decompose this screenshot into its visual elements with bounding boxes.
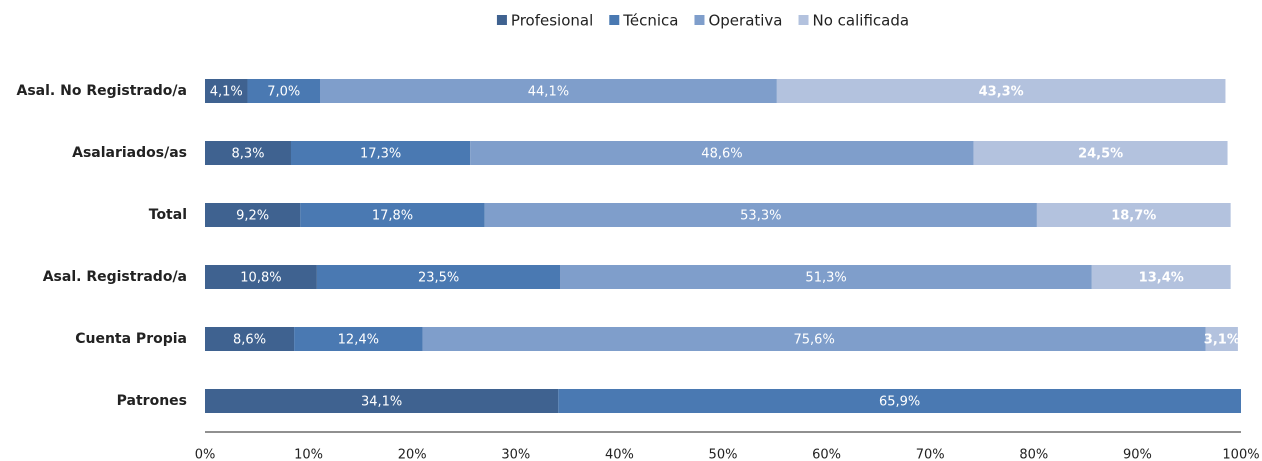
data-label: 24,5%: [1078, 147, 1123, 162]
bar-segment: [470, 141, 974, 165]
y-tick-label: Asal. No Registrado/a: [17, 83, 188, 99]
bar-segment: [316, 265, 561, 289]
bar-segment: [776, 79, 1226, 103]
data-label: 44,1%: [528, 85, 569, 100]
data-label: 12,4%: [338, 333, 379, 348]
data-label: 4,1%: [210, 85, 243, 100]
y-tick-label: Asalariados/as: [72, 145, 187, 161]
legend-label: Profesional: [511, 12, 593, 30]
x-tick-label: 100%: [1222, 448, 1259, 461]
bar-segment: [205, 203, 301, 227]
data-label: 43,3%: [979, 85, 1024, 100]
x-tick-label: 60%: [812, 448, 841, 461]
data-label: 8,6%: [233, 333, 266, 348]
legend-swatch: [694, 15, 705, 25]
bar-segment: [205, 79, 248, 103]
data-label: 23,5%: [418, 271, 459, 286]
legend-label: Operativa: [708, 12, 782, 30]
data-label: 34,1%: [361, 395, 402, 410]
x-tick-label: 50%: [709, 448, 738, 461]
legend-swatch: [609, 15, 620, 25]
data-label: 10,8%: [240, 271, 281, 286]
bar-segment: [973, 141, 1228, 165]
x-tick-label: 20%: [398, 448, 427, 461]
bar-segment: [205, 327, 295, 351]
x-tick-label: 70%: [916, 448, 945, 461]
legend-swatch: [496, 15, 507, 25]
x-tick-label: 10%: [294, 448, 323, 461]
bar-segment: [205, 265, 317, 289]
data-label: 9,2%: [236, 209, 269, 224]
y-tick-label: Total: [149, 207, 187, 223]
data-label: 48,6%: [701, 147, 742, 162]
legend-label: Técnica: [622, 12, 678, 30]
bar-segment: [205, 389, 559, 413]
data-label: 65,9%: [879, 395, 920, 410]
y-tick-label: Asal. Registrado/a: [43, 269, 187, 285]
data-label: 13,4%: [1139, 271, 1184, 286]
x-tick-label: 40%: [605, 448, 634, 461]
bar-segment: [319, 79, 777, 103]
legend-label: No calificada: [813, 12, 910, 30]
bar-segment: [1036, 203, 1231, 227]
x-tick-label: 90%: [1123, 448, 1152, 461]
legend-swatch: [798, 15, 809, 25]
data-label: 8,3%: [231, 147, 264, 162]
bar-segment: [558, 389, 1241, 413]
bar-segment: [290, 141, 471, 165]
data-label: 51,3%: [805, 271, 846, 286]
data-label: 18,7%: [1111, 209, 1156, 224]
bar-segment: [560, 265, 1092, 289]
x-tick-label: 80%: [1019, 448, 1048, 461]
y-tick-label: Patrones: [117, 393, 187, 409]
bar-segment: [1091, 265, 1231, 289]
data-label: 17,8%: [372, 209, 413, 224]
bar-segment: [1205, 327, 1238, 351]
data-label: 53,3%: [740, 209, 781, 224]
data-label: 3,1%: [1204, 333, 1240, 348]
bar-segment: [205, 141, 291, 165]
bar-segment: [300, 203, 485, 227]
data-label: 7,0%: [267, 85, 300, 100]
data-label: 17,3%: [360, 147, 401, 162]
bar-segment: [294, 327, 423, 351]
x-tick-label: 30%: [501, 448, 530, 461]
bar-segment: [422, 327, 1206, 351]
bar-segment: [247, 79, 320, 103]
data-label: 75,6%: [794, 333, 835, 348]
bar-segment: [484, 203, 1037, 227]
data-label: 0,0%: [1243, 395, 1262, 410]
y-tick-label: Cuenta Propia: [75, 331, 187, 347]
x-tick-label: 0%: [195, 448, 216, 461]
